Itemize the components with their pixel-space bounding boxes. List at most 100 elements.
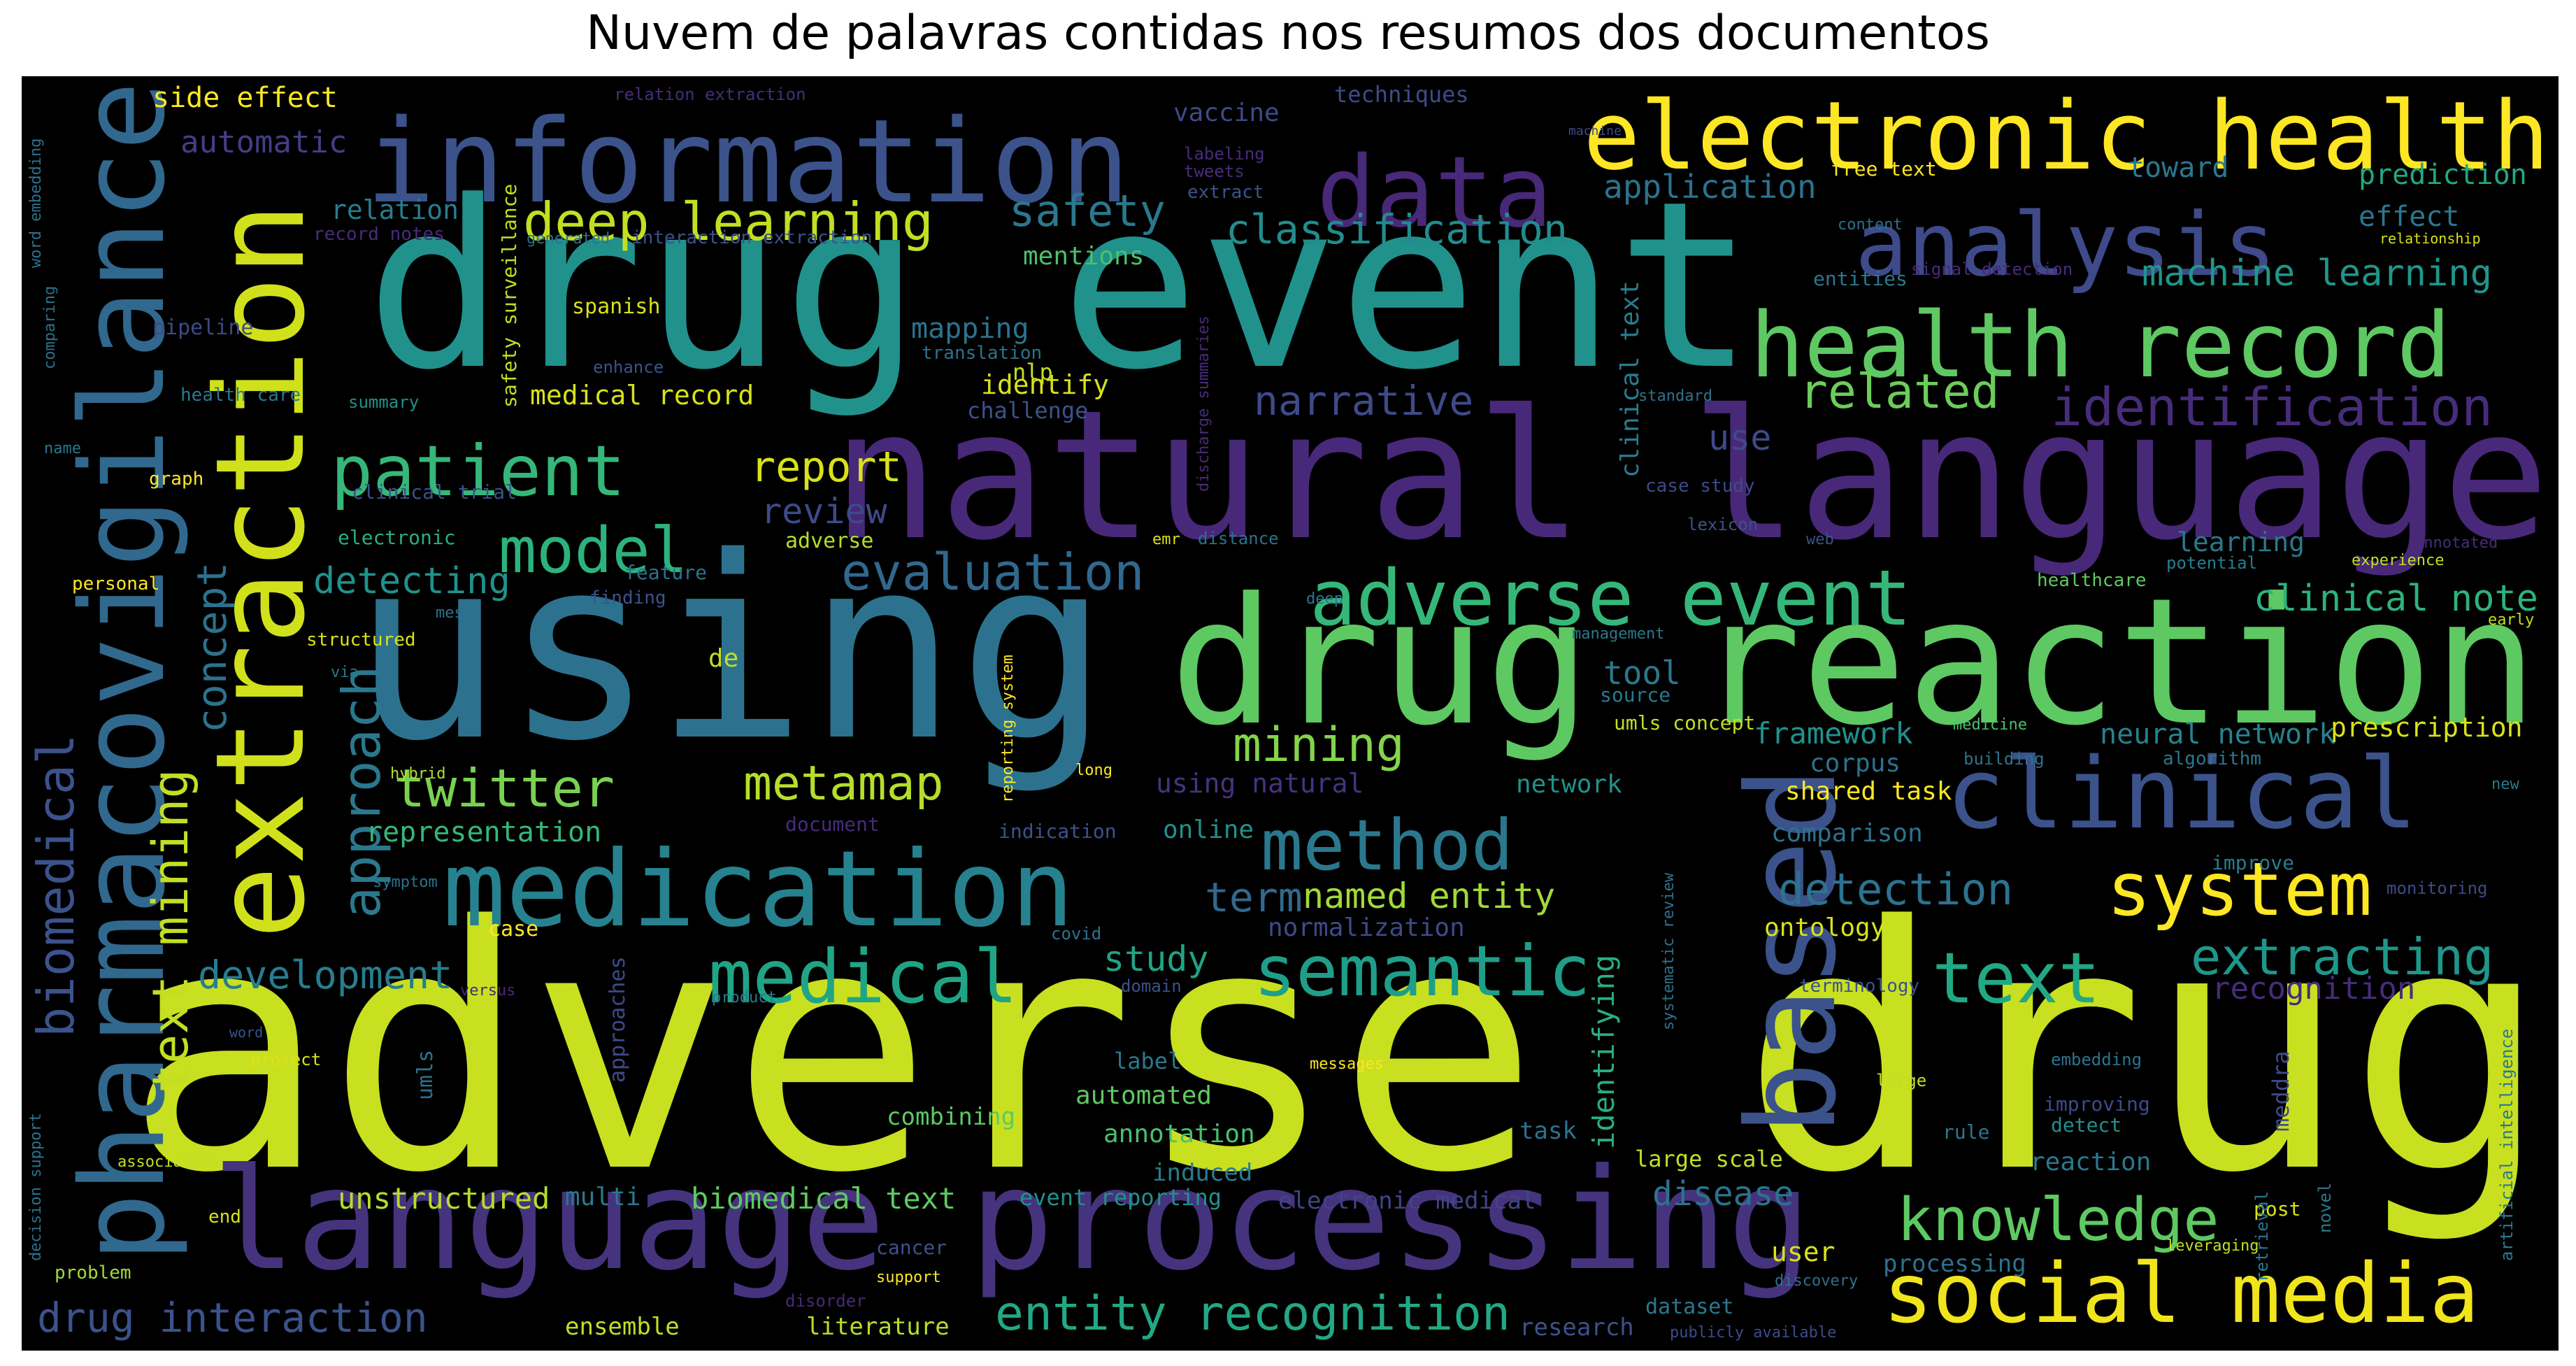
cloud-word: deep: [1306, 590, 1343, 608]
cloud-word: improve: [2212, 851, 2294, 874]
cloud-word: detection: [1778, 864, 2013, 915]
cloud-word: system: [2107, 847, 2372, 932]
cloud-word: finding: [589, 588, 666, 609]
cloud-word: using natural: [1156, 768, 1364, 799]
cloud-word: medical record: [530, 380, 754, 411]
cloud-word: medical: [708, 934, 1018, 1020]
cloud-word: end: [208, 1207, 241, 1228]
cloud-word: lexicon: [1687, 515, 1758, 534]
cloud-word: representation: [366, 816, 601, 848]
cloud-word: electronic medical: [1278, 1187, 1536, 1215]
cloud-word: algorithm: [2163, 748, 2261, 769]
cloud-word: disorder: [785, 1291, 866, 1311]
cloud-word: semantic: [1254, 930, 1591, 1012]
cloud-word: processing: [1883, 1250, 2026, 1278]
cloud-word: annotation: [1103, 1120, 1255, 1148]
cloud-word: annotated: [2414, 534, 2498, 552]
page-title: Nuvem de palavras contidas nos resumos d…: [586, 6, 1990, 61]
cloud-word: retrieval: [2252, 1191, 2272, 1282]
cloud-word: nlp: [1012, 359, 1053, 385]
cloud-word: versus: [460, 982, 515, 999]
cloud-word: extract: [1187, 182, 1264, 203]
cloud-word: twitter: [394, 757, 615, 819]
cloud-word: electronic health: [1583, 81, 2549, 191]
cloud-word: clinical text: [1616, 280, 1645, 478]
cloud-word: publicly available: [1670, 1324, 1836, 1342]
cloud-word: product: [712, 989, 777, 1006]
cloud-word: embedding: [2051, 1050, 2142, 1069]
cloud-word: pharmacovigilance: [56, 81, 190, 1262]
cloud-word: messages: [1310, 1055, 1384, 1073]
cloud-word: machine learning: [2142, 252, 2492, 294]
cloud-word: entities: [1813, 267, 1908, 290]
cloud-word: mesh: [436, 604, 473, 622]
cloud-word: side effect: [152, 82, 338, 114]
cloud-word: comparison: [1771, 819, 1923, 848]
cloud-word: related: [1799, 364, 2000, 420]
cloud-word: medication: [443, 829, 1074, 951]
cloud-word: document: [785, 813, 880, 836]
cloud-word: generated: [527, 230, 610, 248]
cloud-word: experience: [2352, 552, 2444, 569]
cloud-word: study: [1103, 939, 1209, 979]
cloud-word: adverse: [785, 529, 873, 553]
cloud-word: project: [250, 1050, 321, 1069]
cloud-word: pipeline: [152, 315, 254, 340]
cloud-word: based: [1722, 767, 1863, 1135]
cloud-word: feature: [624, 561, 707, 584]
cloud-word: induced: [1152, 1159, 1252, 1187]
cloud-word: information: [366, 94, 1130, 229]
cloud-word: metamap: [743, 756, 944, 811]
cloud-word: framework: [1754, 716, 1913, 750]
cloud-word: rule: [1942, 1120, 1989, 1144]
cloud-word: language processing: [212, 1139, 1812, 1302]
cloud-word: medicine: [1953, 716, 2027, 734]
cloud-word: method: [1261, 804, 1513, 886]
cloud-word: safety surveillance: [498, 184, 521, 408]
cloud-word: biomedical text: [691, 1181, 956, 1216]
cloud-word: summary: [348, 392, 419, 412]
cloud-word: structured: [306, 629, 416, 650]
cloud-word: deep learning: [523, 191, 933, 252]
cloud-word: health record: [1750, 294, 2451, 398]
cloud-word: patient: [331, 430, 625, 512]
cloud-word: effect: [2359, 201, 2460, 233]
cloud-background: [24, 78, 2552, 1344]
cloud-word: content: [1838, 216, 1903, 234]
cloud-word: mapping: [911, 313, 1029, 345]
cloud-word: building: [1963, 749, 2045, 769]
cloud-word: problem: [55, 1262, 131, 1283]
cloud-word: post: [2254, 1197, 2300, 1221]
cloud-word: drug reaction: [1170, 560, 2538, 764]
cloud-word: clinical note: [2254, 578, 2538, 620]
cloud-word: research: [1519, 1314, 1634, 1342]
cloud-word: indication: [999, 820, 1117, 843]
cloud-word: approach: [331, 666, 392, 918]
cloud-word: graph: [149, 469, 203, 490]
cloud-word: safety: [1009, 185, 1166, 236]
cloud-word: dataset: [1645, 1295, 1733, 1319]
cloud-word: literature: [806, 1313, 950, 1341]
cloud-word: review: [761, 491, 888, 532]
cloud-word: clinical trial: [352, 481, 517, 504]
cloud-word: adverse drug: [124, 855, 2549, 1246]
cloud-word: ensemble: [565, 1313, 680, 1341]
cloud-word: combining: [887, 1103, 1015, 1131]
cloud-word: classification: [1226, 206, 1568, 253]
cloud-word: corpus: [1810, 749, 1901, 778]
cloud-word: application: [1603, 168, 1817, 206]
cloud-word: machine: [1568, 124, 1622, 138]
cloud-word: record notes: [313, 224, 445, 245]
cloud-word: relation: [331, 194, 459, 225]
cloud-word: case study: [1645, 476, 1755, 497]
cloud-word: new: [2491, 776, 2519, 793]
cloud-word: detecting: [313, 560, 510, 602]
cloud-word: entity recognition: [995, 1286, 1510, 1342]
cloud-word: concept: [188, 562, 236, 733]
cloud-word: prescription: [2331, 712, 2523, 743]
cloud-word: spanish: [572, 294, 660, 319]
cloud-word: potential: [2166, 553, 2257, 573]
cloud-word: data: [1317, 136, 1552, 250]
cloud-word: personal: [72, 574, 159, 595]
cloud-word: health care: [180, 385, 301, 406]
